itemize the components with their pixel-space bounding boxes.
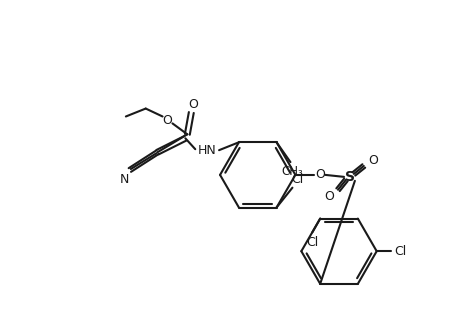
Text: O: O: [188, 98, 198, 111]
Text: Cl: Cl: [395, 245, 407, 258]
Text: O: O: [163, 114, 173, 127]
Text: O: O: [324, 190, 334, 203]
Text: S: S: [345, 170, 355, 184]
Text: O: O: [315, 168, 325, 181]
Text: HN: HN: [198, 144, 217, 157]
Text: Cl: Cl: [306, 236, 318, 249]
Text: CH₃: CH₃: [282, 165, 304, 177]
Text: N: N: [120, 174, 130, 186]
Text: Cl: Cl: [291, 173, 304, 186]
Text: O: O: [368, 154, 378, 166]
